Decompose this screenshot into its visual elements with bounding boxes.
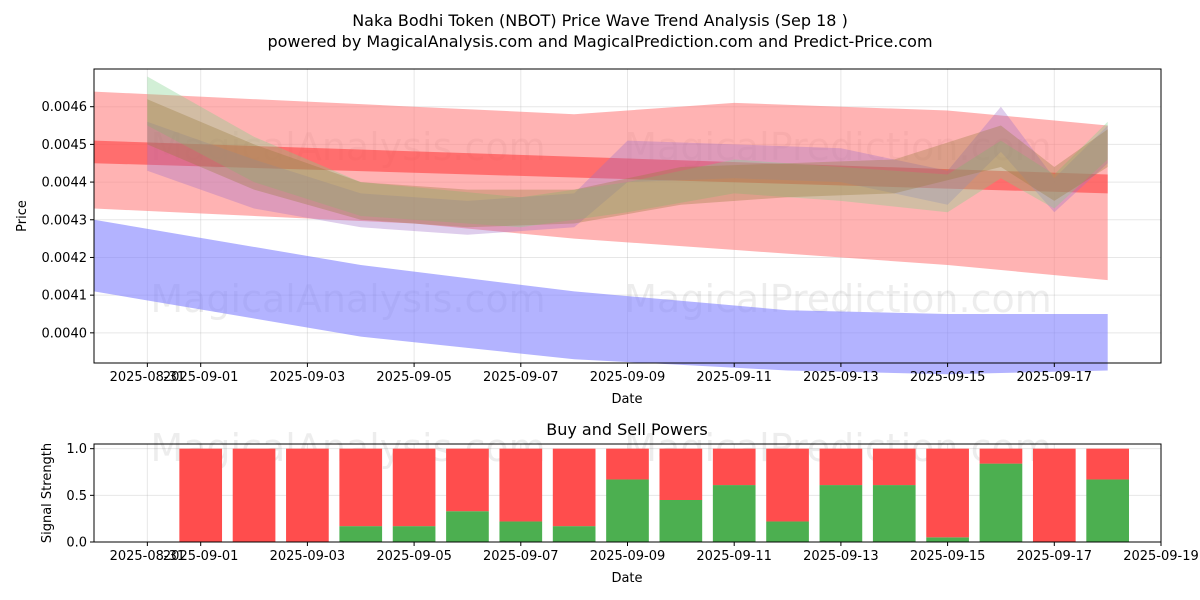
power-y-tick-label: 1.0 — [66, 442, 87, 457]
power-x-tick-label: 2025-09-13 — [803, 549, 879, 564]
sell-bar — [179, 448, 223, 542]
price-x-tick-label: 2025-09-13 — [803, 370, 879, 385]
buy-bar — [819, 485, 863, 542]
buy-bar — [499, 521, 543, 542]
sell-bar — [659, 448, 703, 500]
buy-bar — [1086, 479, 1129, 542]
price-x-tick-label: 2025-09-11 — [696, 370, 772, 385]
power-x-tick-label: 2025-09-09 — [590, 549, 666, 564]
power-x-tick-label: 2025-09-17 — [1017, 549, 1093, 564]
price-y-tick-label: 0.0042 — [42, 251, 88, 266]
price-x-tick-label: 2025-08-31 — [110, 370, 186, 385]
price-y-tick-label: 0.0046 — [42, 100, 88, 115]
price-y-tick-label: 0.0044 — [42, 176, 88, 191]
sell-bar — [1032, 448, 1076, 542]
sell-bar — [286, 448, 329, 542]
buy-bar — [606, 479, 649, 542]
sell-bar — [712, 448, 756, 486]
sell-bar — [979, 448, 1023, 464]
chart-subtitle: powered by MagicalAnalysis.com and Magic… — [267, 32, 932, 51]
buy-bar — [872, 485, 916, 542]
price-y-axis-label: Price — [15, 200, 30, 232]
power-chart-title: Buy and Sell Powers — [546, 420, 708, 439]
sell-bar — [552, 448, 596, 527]
buy-bar — [926, 537, 969, 542]
sell-bar — [339, 448, 383, 527]
power-x-tick-label: 2025-09-05 — [376, 549, 452, 564]
price-y-ticks: 0.0040 0.0041 0.0042 0.0043 0.0044 0.0045 0.00… — [42, 100, 94, 341]
power-x-tick-label: 2025-09-15 — [910, 549, 986, 564]
price-band-brown-wave — [147, 99, 1108, 228]
price-y-tick-label: 0.0041 — [42, 289, 88, 304]
power-x-tick-label: 2025-09-03 — [270, 549, 346, 564]
chart-title: Naka Bodhi Token (NBOT) Price Wave Trend… — [352, 11, 848, 30]
power-x-tick-label: 2025-09-11 — [696, 549, 772, 564]
sell-bar — [606, 448, 649, 480]
price-band-purple-wave — [147, 106, 1108, 235]
power-bars — [179, 448, 1129, 542]
sell-bar — [872, 448, 916, 486]
price-x-tick-label: 2025-09-09 — [590, 370, 666, 385]
price-x-tick-label: 2025-09-01 — [163, 370, 239, 385]
buy-bar — [446, 511, 489, 542]
power-y-axis-label: Signal Strength — [40, 443, 55, 543]
power-y-tick-label: 0.0 — [66, 536, 87, 551]
sell-bar — [499, 448, 543, 522]
price-x-tick-label: 2025-09-05 — [376, 370, 452, 385]
price-x-tick-label: 2025-09-15 — [910, 370, 986, 385]
sell-bar — [446, 448, 489, 512]
sell-bar — [1086, 448, 1129, 480]
buy-bar — [712, 485, 756, 542]
sell-bar — [819, 448, 863, 486]
buy-bar — [552, 526, 596, 542]
price-x-tick-label: 2025-09-17 — [1017, 370, 1093, 385]
price-band-green-wave — [147, 76, 1108, 228]
price-series — [94, 76, 1108, 375]
sell-bar — [766, 448, 809, 522]
price-x-axis-label: Date — [611, 392, 642, 407]
power-y-ticks: 0.0 0.5 1.0 — [66, 442, 94, 551]
buy-bar — [766, 521, 809, 542]
price-x-tick-label: 2025-09-03 — [270, 370, 346, 385]
buy-bar — [979, 463, 1023, 542]
power-chart: Buy and Sell Powers MagicalAnalysis.com … — [40, 420, 1199, 586]
price-y-tick-label: 0.0040 — [42, 326, 88, 341]
price-band-upper-red-band — [94, 91, 1108, 281]
price-y-tick-label: 0.0045 — [42, 138, 88, 153]
buy-bar — [392, 526, 436, 542]
power-x-tick-label: 2025-09-07 — [483, 549, 559, 564]
power-x-axis-label: Date — [611, 571, 642, 586]
price-band-red-trend-line — [94, 140, 1108, 194]
price-band-lower-blue-band — [94, 219, 1108, 375]
price-y-tick-label: 0.0043 — [42, 213, 88, 228]
power-x-tick-label: 2025-08-31 — [110, 549, 186, 564]
power-x-tick-label: 2025-09-19 — [1123, 549, 1199, 564]
power-x-tick-label: 2025-09-01 — [163, 549, 239, 564]
price-chart: MagicalAnalysis.com MagicalPrediction.co… — [15, 68, 1162, 407]
power-y-tick-label: 0.5 — [66, 489, 87, 504]
buy-bar — [659, 500, 703, 542]
sell-bar — [232, 448, 276, 542]
buy-bar — [339, 526, 383, 542]
sell-bar — [392, 448, 436, 527]
sell-bar — [926, 448, 969, 538]
price-x-tick-label: 2025-09-07 — [483, 370, 559, 385]
